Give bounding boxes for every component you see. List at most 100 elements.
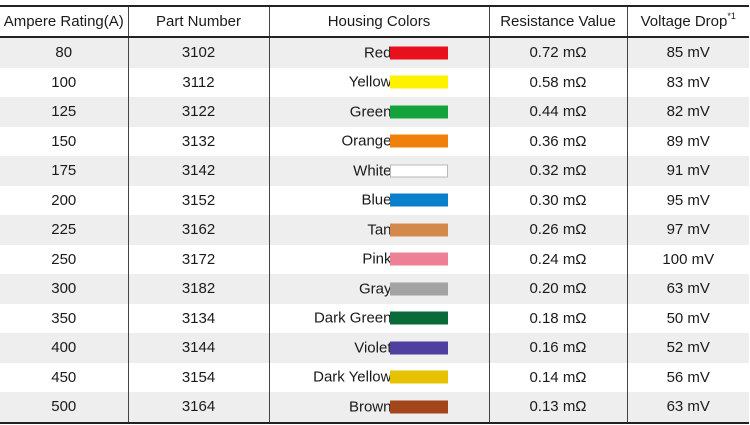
- voltage-drop-cell: 50 mV: [626, 303, 749, 333]
- resistance-value-cell: 0.14 mΩ: [488, 362, 628, 392]
- table-row: 200 3152 Blue 0.30 mΩ 95 mV: [0, 185, 749, 215]
- part-number-cell: 3172: [127, 244, 270, 274]
- resistance-value-cell: 0.44 mΩ: [488, 97, 628, 127]
- resistance-value-cell: 0.20 mΩ: [488, 274, 628, 304]
- voltage-drop-cell: 56 mV: [626, 362, 749, 392]
- color-swatch: [389, 311, 448, 325]
- table-row: 80 3102 Red 0.72 mΩ 85 mV: [0, 37, 749, 68]
- part-number-cell: 3132: [127, 126, 270, 156]
- ampere-rating-cell: 400: [0, 333, 129, 363]
- color-swatch: [389, 252, 448, 266]
- color-swatch: [389, 282, 448, 296]
- housing-color-cell: Violet: [268, 333, 490, 363]
- housing-color-cell: Dark Green: [268, 303, 490, 333]
- part-number-cell: 3162: [127, 215, 270, 245]
- resistance-value-header: Resistance Value: [488, 5, 628, 38]
- voltage-drop-cell: 85 mV: [626, 37, 749, 68]
- housing-color-cell: Blue: [268, 185, 490, 215]
- color-name: White: [353, 162, 392, 180]
- resistance-value-cell: 0.18 mΩ: [488, 303, 628, 333]
- color-name: Dark Green: [313, 309, 392, 327]
- part-number-cell: 3134: [127, 303, 270, 333]
- ampere-rating-cell: 175: [0, 156, 129, 186]
- color-swatch: [389, 370, 448, 384]
- color-name: Yellow: [348, 73, 392, 91]
- housing-color-cell: Dark Yellow: [268, 362, 490, 392]
- color-name: Green: [349, 103, 392, 121]
- housing-color-cell: Orange: [268, 126, 490, 156]
- color-name: Brown: [348, 398, 392, 416]
- table-row: 150 3132 Orange 0.36 mΩ 89 mV: [0, 126, 749, 156]
- color-name: Orange: [341, 132, 392, 150]
- ampere-rating-cell: 150: [0, 126, 129, 156]
- fuse-spec-table: Ampere Rating(A) Part Number Housing Col…: [0, 5, 749, 424]
- part-number-header: Part Number: [127, 5, 270, 38]
- housing-color-cell: Pink: [268, 244, 490, 274]
- ampere-rating-cell: 100: [0, 67, 129, 97]
- resistance-value-cell: 0.72 mΩ: [488, 37, 628, 68]
- ampere-rating-cell: 350: [0, 303, 129, 333]
- color-name: Pink: [362, 250, 392, 268]
- table-row: 500 3164 Brown 0.13 mΩ 63 mV: [0, 392, 749, 424]
- table-body: 80 3102 Red 0.72 mΩ 85 mV 100 3112 Yellow 0.58 m…: [0, 37, 749, 424]
- voltage-drop-cell: 95 mV: [626, 185, 749, 215]
- color-name: Dark Yellow: [313, 368, 392, 386]
- part-number-cell: 3152: [127, 185, 270, 215]
- color-swatch: [389, 46, 448, 60]
- resistance-value-cell: 0.36 mΩ: [488, 126, 628, 156]
- color-swatch: [389, 164, 448, 178]
- part-number-cell: 3144: [127, 333, 270, 363]
- housing-color-cell: Brown: [268, 392, 490, 424]
- ampere-rating-cell: 500: [0, 392, 129, 424]
- table-row: 250 3172 Pink 0.24 mΩ 100 mV: [0, 244, 749, 274]
- resistance-value-cell: 0.32 mΩ: [488, 156, 628, 186]
- part-number-cell: 3102: [127, 37, 270, 68]
- resistance-value-cell: 0.58 mΩ: [488, 67, 628, 97]
- part-number-cell: 3122: [127, 97, 270, 127]
- voltage-drop-cell: 100 mV: [626, 244, 749, 274]
- resistance-value-cell: 0.13 mΩ: [488, 392, 628, 424]
- color-swatch: [389, 193, 448, 207]
- ampere-rating-header: Ampere Rating(A): [0, 5, 129, 38]
- ampere-rating-cell: 80: [0, 37, 129, 68]
- part-number-cell: 3142: [127, 156, 270, 186]
- color-swatch: [389, 341, 448, 355]
- voltage-drop-cell: 89 mV: [626, 126, 749, 156]
- table-row: 125 3122 Green 0.44 mΩ 82 mV: [0, 97, 749, 127]
- ampere-rating-cell: 300: [0, 274, 129, 304]
- table-row: 225 3162 Tan 0.26 mΩ 97 mV: [0, 215, 749, 245]
- voltage-drop-cell: 63 mV: [626, 274, 749, 304]
- ampere-rating-cell: 250: [0, 244, 129, 274]
- housing-color-cell: White: [268, 156, 490, 186]
- housing-color-cell: Green: [268, 97, 490, 127]
- footnote-marker: *1: [727, 11, 736, 21]
- header-row: Ampere Rating(A) Part Number Housing Col…: [0, 5, 749, 38]
- housing-color-cell: Tan: [268, 215, 490, 245]
- resistance-value-cell: 0.30 mΩ: [488, 185, 628, 215]
- color-swatch: [389, 75, 448, 89]
- resistance-value-cell: 0.26 mΩ: [488, 215, 628, 245]
- voltage-drop-cell: 97 mV: [626, 215, 749, 245]
- resistance-value-cell: 0.24 mΩ: [488, 244, 628, 274]
- housing-colors-header: Housing Colors: [268, 5, 490, 38]
- ampere-rating-cell: 225: [0, 215, 129, 245]
- voltage-drop-cell: 82 mV: [626, 97, 749, 127]
- ampere-rating-cell: 125: [0, 97, 129, 127]
- color-name: Violet: [354, 339, 392, 357]
- voltage-drop-cell: 83 mV: [626, 67, 749, 97]
- table-row: 450 3154 Dark Yellow 0.14 mΩ 56 mV: [0, 362, 749, 392]
- ampere-rating-cell: 200: [0, 185, 129, 215]
- voltage-drop-cell: 52 mV: [626, 333, 749, 363]
- resistance-value-cell: 0.16 mΩ: [488, 333, 628, 363]
- voltage-drop-cell: 91 mV: [626, 156, 749, 186]
- voltage-drop-header: Voltage Drop*1: [626, 5, 749, 38]
- voltage-drop-cell: 63 mV: [626, 392, 749, 424]
- ampere-rating-cell: 450: [0, 362, 129, 392]
- table-row: 350 3134 Dark Green 0.18 mΩ 50 mV: [0, 303, 749, 333]
- part-number-cell: 3112: [127, 67, 270, 97]
- part-number-cell: 3164: [127, 392, 270, 424]
- housing-color-cell: Gray: [268, 274, 490, 304]
- color-swatch: [389, 400, 448, 414]
- table-row: 175 3142 White 0.32 mΩ 91 mV: [0, 156, 749, 186]
- color-swatch: [389, 134, 448, 148]
